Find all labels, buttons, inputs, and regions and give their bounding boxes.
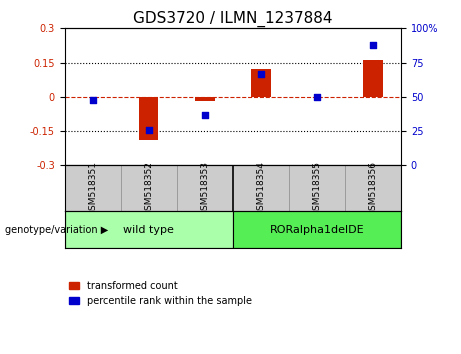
Text: wild type: wild type [123, 224, 174, 234]
Title: GDS3720 / ILMN_1237884: GDS3720 / ILMN_1237884 [133, 11, 332, 27]
Text: RORalpha1delDE: RORalpha1delDE [270, 224, 364, 234]
Point [313, 94, 321, 100]
Bar [65, 211, 233, 248]
Text: GSM518354: GSM518354 [256, 161, 266, 216]
Text: GSM518355: GSM518355 [313, 161, 321, 216]
Point [369, 42, 377, 48]
Legend: transformed count, percentile rank within the sample: transformed count, percentile rank withi… [70, 281, 252, 306]
Bar [233, 211, 401, 248]
Text: GSM518353: GSM518353 [200, 161, 209, 216]
Point [257, 71, 265, 76]
Point [145, 127, 152, 133]
Text: GSM518351: GSM518351 [88, 161, 97, 216]
Bar [139, 97, 159, 140]
Point [89, 97, 96, 103]
Text: GSM518356: GSM518356 [368, 161, 378, 216]
Bar [363, 60, 383, 97]
Bar [195, 97, 214, 102]
Text: GSM518352: GSM518352 [144, 161, 153, 216]
Text: genotype/variation ▶: genotype/variation ▶ [5, 224, 108, 234]
Point [201, 112, 208, 118]
Bar [251, 69, 271, 97]
